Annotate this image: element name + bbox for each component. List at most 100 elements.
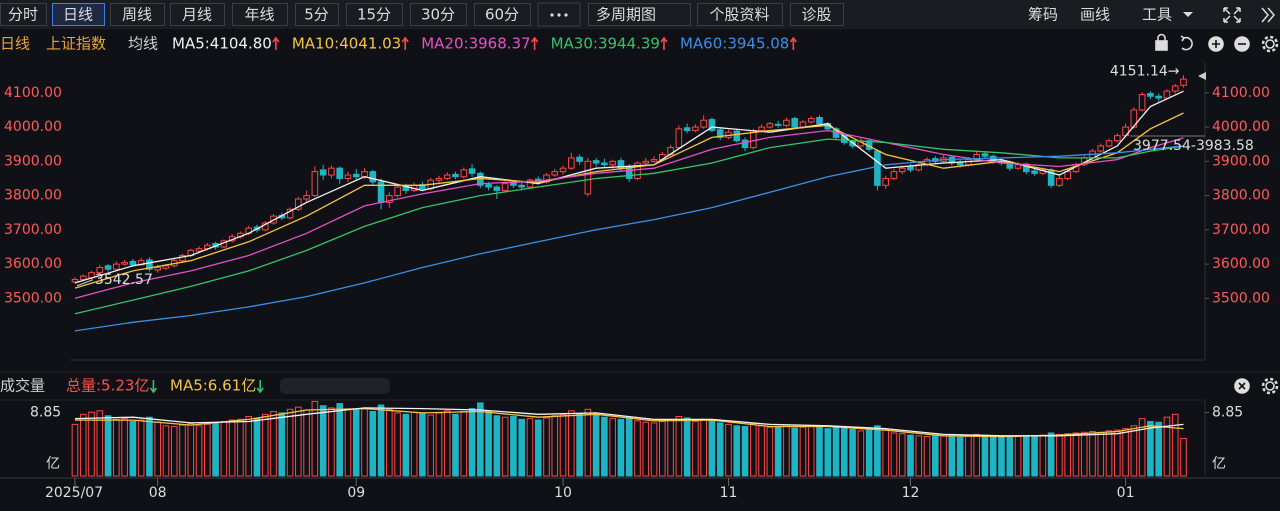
- ma-line: [74, 129, 1184, 299]
- volume-bar: [716, 422, 724, 477]
- volume-bar: [617, 418, 625, 477]
- menu-button-label[interactable]: 个股资料: [709, 6, 769, 24]
- volume-bar: [849, 428, 856, 477]
- volume-bar: [220, 421, 228, 477]
- volume-bar: [1006, 436, 1014, 477]
- candle-body: [452, 173, 459, 178]
- lock-icon[interactable]: [1155, 40, 1168, 51]
- volume-bar: [592, 414, 600, 477]
- volume-bar: [659, 421, 666, 477]
- candle-body: [766, 123, 774, 128]
- volume-bar: [303, 409, 310, 477]
- volume-bar: [642, 421, 650, 477]
- candle-body: [981, 153, 989, 157]
- unit-label-right: 亿: [1212, 456, 1226, 472]
- x-tick-label: 01: [1117, 485, 1135, 501]
- candle-body: [1056, 177, 1063, 186]
- volume-bar: [212, 422, 219, 477]
- menu-button[interactable]: [697, 3, 783, 26]
- volume-bar: [170, 426, 178, 477]
- volume-bar: [386, 408, 393, 477]
- volume-bar: [369, 410, 377, 477]
- volume-bar: [956, 436, 964, 477]
- y-tick-label: 3700.00: [4, 222, 62, 238]
- volume-bar: [634, 420, 641, 477]
- volume-bar: [1064, 433, 1071, 477]
- chart-tools[interactable]: [1155, 33, 1279, 395]
- volume-bar: [121, 418, 128, 477]
- period-button[interactable]: [410, 3, 467, 26]
- settings-icon[interactable]: [1265, 381, 1275, 391]
- candle-body: [741, 139, 749, 149]
- undo-icon[interactable]: [1180, 35, 1193, 51]
- period-button[interactable]: [110, 3, 165, 26]
- tool-label[interactable]: 筹码: [1028, 6, 1058, 24]
- menu-button[interactable]: [588, 3, 691, 26]
- period-button[interactable]: [170, 3, 225, 26]
- up-arrow: [272, 36, 280, 50]
- period-button-label[interactable]: 30分: [421, 6, 455, 24]
- period-button-label[interactable]: 5分: [304, 6, 329, 24]
- unit-label: 亿: [46, 456, 60, 472]
- volume-bar: [824, 428, 832, 477]
- period-button-label[interactable]: 15分: [357, 6, 391, 24]
- period-button-label[interactable]: 分时: [8, 6, 38, 24]
- period-button[interactable]: [474, 3, 531, 26]
- candle-body: [642, 160, 650, 164]
- period-button-label[interactable]: 日线: [63, 6, 93, 24]
- last-price-marker: [1198, 72, 1206, 80]
- candle-body: [386, 195, 393, 203]
- y-tick-label: 4100.00: [4, 85, 62, 101]
- fullscreen-icon[interactable]: [1223, 7, 1241, 23]
- period-button-label[interactable]: 年线: [244, 6, 274, 24]
- volume-bar: [352, 409, 360, 477]
- x-tick-label: 11: [720, 485, 738, 501]
- candle-body: [708, 119, 716, 132]
- menu-button[interactable]: [790, 3, 844, 26]
- period-button[interactable]: [346, 3, 403, 26]
- period-button[interactable]: [295, 3, 339, 26]
- collapse-icon[interactable]: [1261, 7, 1275, 23]
- volume-bar: [104, 415, 112, 477]
- volume-bar: [1130, 425, 1138, 477]
- volume-bar: [402, 413, 410, 477]
- volume-bar: [245, 415, 252, 477]
- volume-bar: [973, 433, 980, 477]
- y-tick-label: 3500.00: [4, 290, 62, 306]
- tool-label[interactable]: 画线: [1080, 6, 1110, 24]
- menu-button-label[interactable]: 诊股: [801, 6, 831, 24]
- volume-bar: [568, 410, 575, 477]
- period-button[interactable]: [0, 3, 47, 26]
- volume-bar: [162, 425, 170, 477]
- menu-button-label[interactable]: 多周期图: [596, 6, 656, 24]
- volume-bar: [71, 423, 79, 477]
- period-button[interactable]: [232, 3, 288, 26]
- candle-body: [1180, 78, 1187, 86]
- more-button[interactable]: [537, 2, 581, 27]
- candle-body: [1138, 94, 1146, 111]
- period-button-label[interactable]: 周线: [122, 6, 152, 24]
- volume-bar: [261, 413, 269, 477]
- volume-bar: [543, 417, 550, 477]
- volume-bar: [551, 415, 559, 477]
- volume-bar: [1080, 431, 1088, 477]
- candle-body: [584, 160, 592, 195]
- period-button-label[interactable]: 60分: [485, 6, 519, 24]
- window-icons[interactable]: [1223, 7, 1275, 23]
- settings-icon[interactable]: [1265, 39, 1275, 49]
- volume-bar: [584, 408, 592, 477]
- candle-body: [493, 186, 501, 191]
- candle-body: [96, 267, 104, 274]
- volume-bar: [667, 419, 674, 477]
- dot: [550, 13, 554, 17]
- candle-body: [121, 261, 128, 265]
- candle-body: [675, 128, 683, 149]
- candle-body: [286, 208, 294, 219]
- volume-bar: [129, 421, 137, 477]
- up-arrow: [789, 36, 797, 50]
- candle-body: [344, 174, 352, 179]
- down-arrow: [256, 380, 264, 394]
- period-button[interactable]: [52, 3, 105, 26]
- period-button-label[interactable]: 月线: [182, 6, 212, 24]
- tool-label[interactable]: 工具: [1142, 6, 1172, 24]
